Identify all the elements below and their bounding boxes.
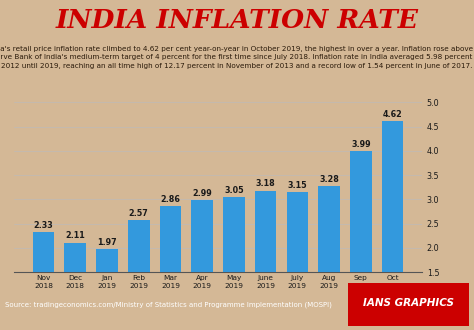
Text: 2.33: 2.33 (34, 221, 54, 230)
Text: India's retail price inflation rate climbed to 4.62 per cent year-on-year in Oct: India's retail price inflation rate clim… (0, 46, 474, 69)
Text: 2.11: 2.11 (65, 231, 85, 241)
Text: IANS GRAPHICS: IANS GRAPHICS (363, 298, 454, 309)
Bar (255, 191, 276, 272)
Bar (382, 121, 403, 272)
Bar (350, 151, 372, 272)
Text: 1.97: 1.97 (97, 238, 117, 247)
Bar (33, 232, 55, 272)
Text: INDIA INFLATION RATE: INDIA INFLATION RATE (55, 9, 419, 33)
Bar (319, 186, 340, 272)
Bar (128, 220, 149, 272)
Text: 2.57: 2.57 (129, 209, 148, 218)
Text: 3.18: 3.18 (256, 180, 275, 188)
Text: 3.05: 3.05 (224, 186, 244, 195)
Text: Source: tradingeconomics.com/Ministry of Statistics and Programme Implementation: Source: tradingeconomics.com/Ministry of… (5, 301, 332, 308)
Bar (160, 206, 181, 272)
Text: 2.86: 2.86 (161, 195, 181, 204)
Text: 3.28: 3.28 (319, 175, 339, 183)
Text: 2.99: 2.99 (192, 189, 212, 198)
Bar (287, 192, 308, 272)
Bar (64, 243, 86, 272)
FancyBboxPatch shape (348, 283, 469, 326)
Bar (96, 249, 118, 272)
Text: 3.99: 3.99 (351, 140, 371, 149)
Text: 3.15: 3.15 (288, 181, 307, 190)
Bar (191, 200, 213, 272)
Text: 4.62: 4.62 (383, 110, 402, 118)
Bar (223, 197, 245, 272)
